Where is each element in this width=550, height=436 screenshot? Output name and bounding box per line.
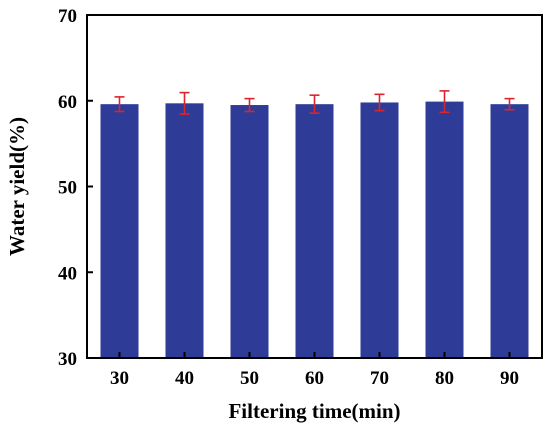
x-tick-label: 80	[435, 368, 454, 389]
y-axis-title: Water yield(%)	[5, 117, 29, 256]
bar-50	[230, 105, 269, 358]
bars-group	[100, 101, 529, 359]
error-bar-40	[179, 91, 190, 115]
error-bar-70	[374, 93, 385, 112]
y-axis: 30 40 50 60 70	[58, 6, 93, 370]
y-tick-label: 50	[58, 178, 77, 199]
bar-60	[295, 104, 334, 359]
bar-80	[425, 101, 464, 359]
error-bar-80	[439, 90, 450, 114]
error-bar-90	[504, 97, 515, 111]
x-tick-label: 60	[305, 368, 324, 389]
x-tick-label: 30	[110, 368, 129, 389]
bar-30	[100, 104, 139, 359]
y-tick-label: 30	[58, 349, 77, 370]
x-axis: 30 40 50 60 70 80 90	[110, 352, 519, 389]
x-axis-title: Filtering time(min)	[228, 399, 400, 423]
x-tick-label: 40	[175, 368, 194, 389]
bar-70	[360, 102, 399, 358]
y-tick-label: 60	[58, 92, 77, 113]
bar-90	[490, 104, 529, 359]
x-tick-label: 70	[370, 368, 389, 389]
y-tick-label: 70	[58, 6, 77, 27]
x-tick-label: 90	[500, 368, 519, 389]
y-tick-label: 40	[58, 263, 77, 284]
error-bar-60	[309, 94, 320, 114]
error-bar-30	[114, 96, 125, 113]
error-bar-50	[244, 97, 255, 113]
error-bars-group	[114, 90, 515, 115]
bar-40	[165, 103, 204, 358]
x-tick-label: 50	[240, 368, 259, 389]
